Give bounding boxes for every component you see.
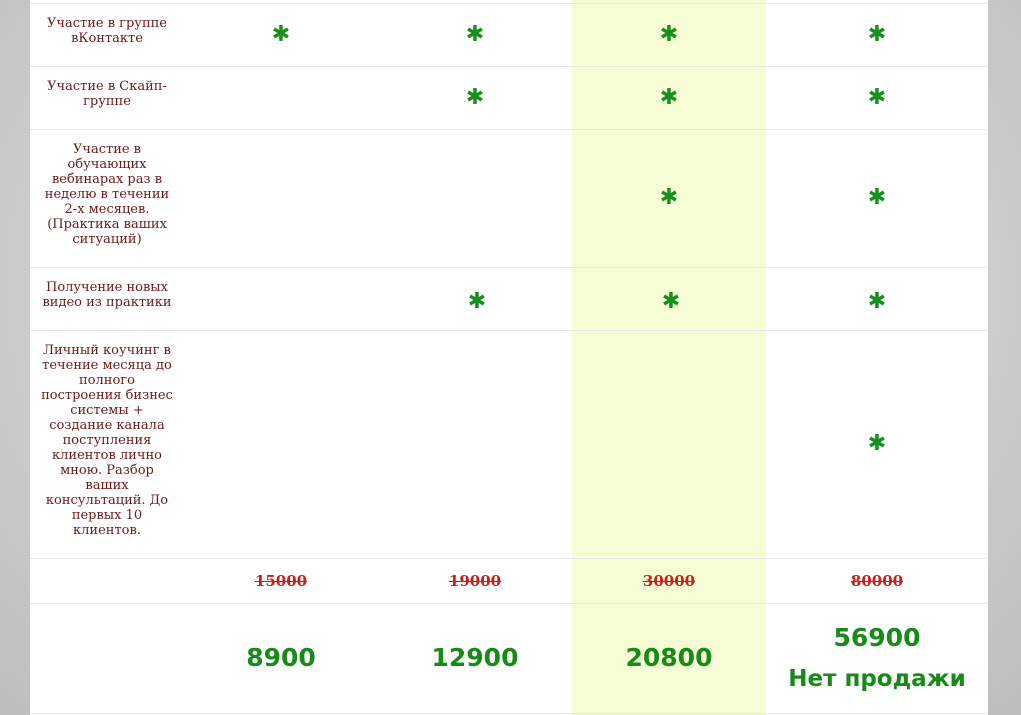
check-asterisk-icon: ✱ (867, 21, 887, 47)
check-asterisk-icon: ✱ (467, 288, 487, 314)
check-asterisk-icon: ✱ (867, 431, 887, 456)
cell-r3-c3: ✱ (572, 129, 766, 267)
cell-r3-c4: ✱ (766, 129, 988, 267)
old-price: 19000 (448, 571, 502, 590)
cell-r2-c1 (184, 66, 378, 129)
cell-r2-c4: ✱ (766, 66, 988, 129)
check-asterisk-icon: ✱ (867, 84, 887, 110)
old-price-cell: 19000 (378, 558, 572, 603)
pricing-table (30, 0, 988, 715)
new-price-cell: 12900 (378, 603, 572, 713)
cell-r5-c3 (572, 330, 766, 558)
cell-r5-c1 (184, 330, 378, 558)
cell-r4-c1 (184, 270, 378, 333)
new-price-cell: 20800 (572, 603, 766, 713)
old-price: 30000 (642, 571, 696, 590)
check-asterisk-icon: ✱ (867, 185, 887, 210)
feature-label-skype-group: Участие в Скайп-группе (47, 79, 167, 109)
old-price-cell: 30000 (572, 558, 766, 603)
check-asterisk-icon: ✱ (659, 84, 679, 110)
check-asterisk-icon: ✱ (661, 288, 681, 314)
check-asterisk-icon: ✱ (659, 185, 679, 210)
old-price-cell: 80000 (766, 558, 988, 603)
cell-r2-c3: ✱ (572, 66, 766, 129)
old-price: 15000 (254, 571, 308, 590)
cell-r4-c2: ✱ (380, 270, 574, 333)
cell-r3-c2 (378, 129, 572, 267)
feature-label-vk-group: Участие в группе вКонтакте (47, 16, 167, 46)
new-price: 8900 (246, 643, 316, 672)
row-divider (30, 66, 988, 67)
old-price-cell: 15000 (184, 558, 378, 603)
check-asterisk-icon: ✱ (659, 21, 679, 47)
row-divider (30, 3, 988, 4)
row-divider (30, 330, 988, 331)
new-price-cell: 8900 (184, 603, 378, 713)
sold-out-note: Нет продажи (788, 666, 966, 692)
highlighted-column (572, 0, 766, 715)
row-divider (30, 129, 988, 130)
row-divider (30, 713, 988, 714)
cell-r1-c2: ✱ (378, 3, 572, 66)
cell-r1-c4: ✱ (766, 3, 988, 66)
feature-label-personal-coaching: Личный коучинг в течение месяца до полно… (41, 343, 173, 538)
cell-r5-c2 (378, 330, 572, 558)
new-price-cell: 56900 Нет продажи (766, 603, 988, 713)
new-price: 56900 (833, 623, 921, 652)
new-price: 20800 (625, 643, 713, 672)
check-asterisk-icon: ✱ (867, 288, 887, 314)
cell-r5-c4: ✱ (766, 330, 988, 558)
new-price: 12900 (431, 643, 519, 672)
row-divider (30, 603, 988, 604)
cell-r3-c1 (184, 129, 378, 267)
check-asterisk-icon: ✱ (465, 21, 485, 47)
row-divider (30, 558, 988, 559)
cell-r4-c3: ✱ (574, 270, 768, 333)
row-divider (30, 267, 988, 268)
check-asterisk-icon: ✱ (465, 84, 485, 110)
check-asterisk-icon: ✱ (271, 21, 291, 47)
old-price: 80000 (850, 571, 904, 590)
cell-r4-c4: ✱ (766, 270, 988, 333)
cell-r1-c3: ✱ (572, 3, 766, 66)
feature-label-webinars: Участие в обучающих вебинарах раз в неде… (44, 142, 170, 247)
feature-label-new-videos: Получение новых видео из практики (42, 280, 172, 310)
cell-r2-c2: ✱ (378, 66, 572, 129)
cell-r1-c1: ✱ (184, 3, 378, 66)
